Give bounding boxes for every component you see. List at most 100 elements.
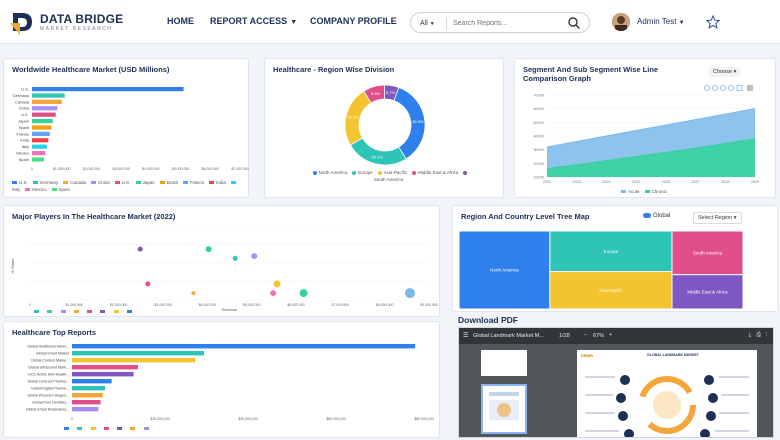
tree-map-label: North America	[490, 268, 519, 273]
zoom-out-icon[interactable]: −	[584, 332, 588, 338]
chevron-down-icon: ▾	[733, 69, 737, 75]
bar	[72, 400, 101, 405]
search-category-select[interactable]: All ▼	[417, 17, 447, 30]
menu-icon[interactable]	[747, 85, 753, 91]
legend-item: U.S.	[12, 180, 28, 185]
region-division-panel: Healthcare - Region Wise Division 35.0% 2…	[264, 58, 504, 198]
pdf-doc-heading: GLOBAL LANDMARK MARKET	[647, 353, 699, 357]
panel-title: Healthcare - Region Wise Division	[273, 65, 395, 74]
x-tick-label: $1,000,000	[66, 303, 84, 307]
bar	[72, 379, 112, 384]
avatar[interactable]	[612, 13, 630, 31]
bar-category-label: Global Digital Pharma...	[31, 387, 69, 391]
select-region-dropdown[interactable]: Select Region ▾	[693, 212, 742, 224]
tree-map-cell	[549, 271, 673, 310]
scatter-point	[191, 291, 196, 296]
choose-label: Choose	[713, 69, 732, 75]
legend-swatch	[209, 181, 215, 185]
user-menu[interactable]: Admin Test ▼	[637, 17, 685, 26]
chevron-down-icon: ▾	[733, 215, 737, 221]
pdf-thumbnail[interactable]	[481, 350, 527, 376]
pdf-toolbar: ☰ Global Landmark Market M... 1/28 − 67%…	[459, 328, 773, 344]
scatter-point	[145, 281, 151, 287]
x-tick-label: 0	[31, 167, 33, 171]
legend-item: Germany	[32, 180, 58, 185]
tree-map-label: South America	[693, 250, 723, 255]
panel-title: Region And Country Level Tree Map	[461, 212, 590, 221]
legend-item	[47, 309, 54, 314]
y-axis-label: % Share	[10, 258, 15, 274]
legend-item	[100, 309, 107, 314]
bar	[32, 93, 65, 98]
bar	[32, 119, 53, 124]
slice-label: 35.0%	[412, 119, 424, 124]
pdf-thumbnail-active[interactable]	[481, 384, 527, 434]
slice-label: 24.0%	[347, 115, 359, 120]
print-icon[interactable]: ⎙	[756, 332, 761, 338]
zoom-in-icon[interactable]: +	[609, 332, 613, 338]
nav-report-access[interactable]: REPORT ACCESS ▼	[210, 16, 297, 26]
legend-swatch	[135, 181, 141, 185]
selection-icon[interactable]	[736, 85, 743, 91]
slice-label: 5.7%	[386, 90, 396, 95]
more-options-icon[interactable]: ⋮	[763, 332, 770, 338]
menu-icon[interactable]: ☰	[463, 333, 469, 339]
nav-home[interactable]: HOME	[167, 16, 194, 26]
chart-legend: North America Europe Asia-Pacific Middle Ea…	[311, 169, 471, 183]
x-tick-label: $4,000,000	[142, 167, 160, 171]
download-icon[interactable]: ⤓	[748, 332, 751, 338]
legend-item: Brazil	[159, 180, 179, 185]
nav-company-profile[interactable]: COMPANY PROFILE	[310, 16, 397, 26]
bar	[32, 87, 184, 92]
x-tick-label: 2023	[572, 180, 580, 184]
legend-label: Japan	[142, 180, 155, 185]
reset-icon[interactable]	[728, 85, 734, 91]
legend-label: Brazil	[166, 180, 179, 185]
pdf-zoom-level[interactable]: 67%	[593, 333, 605, 339]
x-tick-label: $3,000,000	[112, 167, 130, 171]
legend-swatch	[159, 181, 165, 185]
chart-legend	[34, 309, 139, 314]
x-tick-label: $4,000,000	[199, 303, 217, 307]
x-tick-label: $1,000,000	[53, 167, 71, 171]
x-tick-label: $7,000,000	[231, 167, 249, 171]
pdf-viewer[interactable]: ☰ Global Landmark Market M... 1/28 − 67%…	[458, 327, 774, 438]
pdf-infographic	[585, 375, 749, 437]
zoom-out-icon[interactable]	[712, 85, 718, 91]
legend-item	[90, 426, 98, 431]
y-tick-label: 60000	[533, 107, 544, 111]
legend-label: Canada	[70, 180, 87, 185]
legend-label: Spain	[58, 187, 71, 192]
legend-swatch	[312, 170, 317, 175]
brand-logo[interactable]: DATA BRIDGE MARKET RESEARCH	[10, 9, 140, 37]
x-tick-label: 2026	[662, 180, 670, 184]
bar-category-label: GCC Active Skin Health...	[28, 373, 69, 377]
scatter-point	[299, 289, 308, 298]
choose-dropdown[interactable]: Choose ▾	[709, 67, 741, 77]
bar-category-label: Global Ultrasound Mark...	[28, 366, 69, 370]
panel-title: Segment And Sub Segment Wise Line Compar…	[523, 65, 659, 83]
select-region-label: Select Region	[698, 215, 733, 221]
legend-item: Chronic	[644, 189, 667, 194]
zoom-in-icon[interactable]	[704, 85, 710, 91]
legend-swatch	[352, 170, 357, 175]
legend-swatch	[644, 190, 650, 194]
bar	[72, 407, 99, 412]
legend-item	[126, 309, 134, 314]
x-tick-label: $40,000,000	[238, 417, 258, 421]
bar	[32, 138, 49, 143]
region-donut-chart: 35.0% 25.1% 24.0% 8.6% 5.7%	[344, 84, 426, 166]
chart-legend: U.S. Germany Canada China U.K. Japan Brazil Fra…	[12, 179, 244, 193]
pdf-thumbnail-sidebar	[459, 344, 549, 437]
star-icon[interactable]	[706, 15, 720, 29]
legend-item	[73, 309, 81, 314]
scatter-point	[232, 255, 238, 261]
search-icon[interactable]	[567, 16, 581, 30]
legend-swatch	[230, 181, 236, 185]
pan-icon[interactable]	[720, 85, 726, 91]
search-input[interactable]	[453, 16, 558, 30]
global-toggle[interactable]: Global	[643, 213, 670, 219]
bar-category-label: Global Pure Dentistry...	[32, 401, 69, 405]
bar-category-label: Global Healthcare Adver...	[27, 345, 69, 349]
pdf-page-indicator[interactable]: 1/28	[559, 333, 570, 339]
